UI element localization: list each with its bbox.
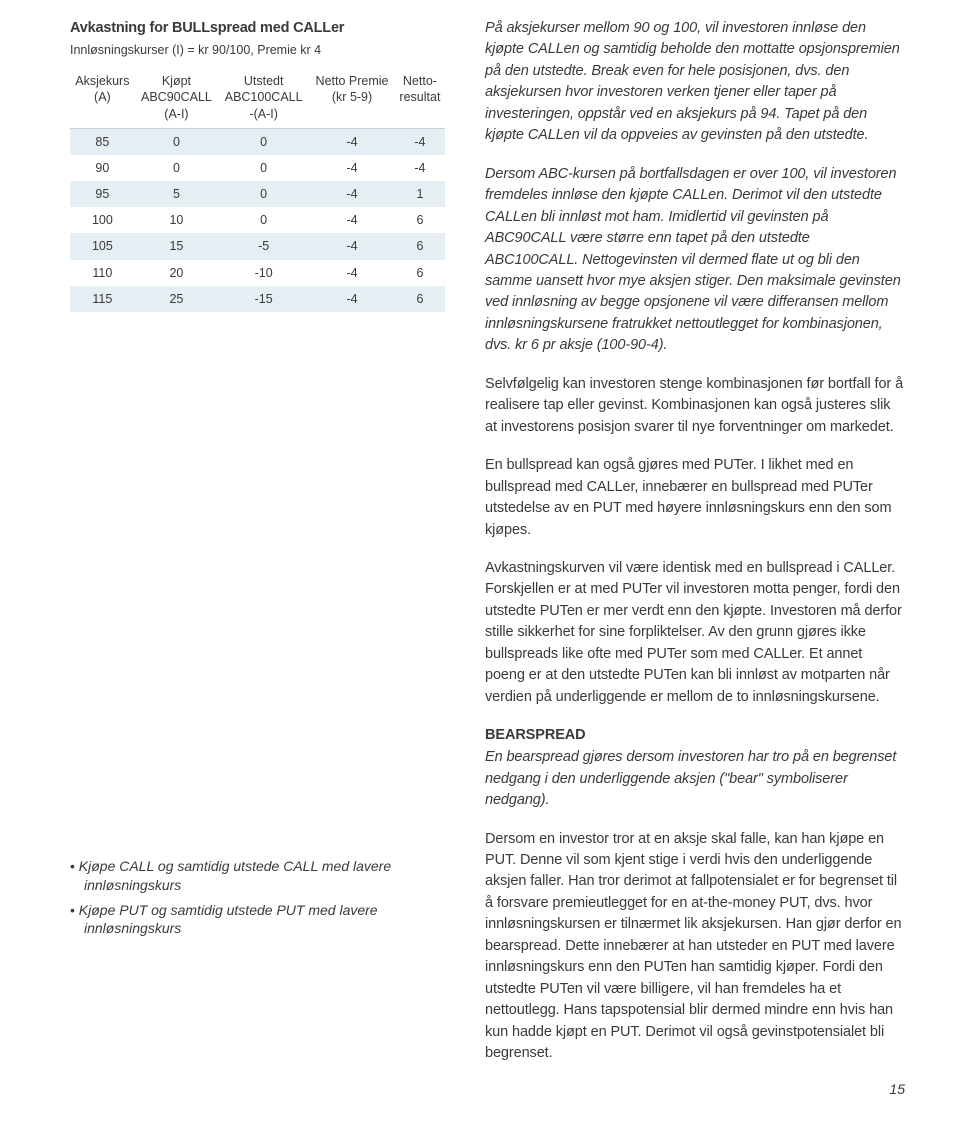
table-row: 9550-41: [70, 181, 445, 207]
table-cell: -4: [309, 155, 395, 181]
bullspread-table: Aksjekurs(A)KjøptABC90CALL(A-I)UtstedtAB…: [70, 69, 445, 312]
list-item: Kjøpe PUT og samtidig utstede PUT med la…: [70, 901, 445, 939]
table-cell: -4: [309, 128, 395, 155]
table-cell: 6: [395, 260, 445, 286]
table-cell: 85: [70, 128, 135, 155]
table-header: Netto Premie(kr 5-9): [309, 69, 395, 128]
table-cell: 0: [135, 155, 218, 181]
table-cell: 0: [218, 155, 309, 181]
list-item: Kjøpe CALL og samtidig utstede CALL med …: [70, 857, 445, 895]
table-cell: -15: [218, 286, 309, 312]
table-cell: -4: [309, 286, 395, 312]
table-row: 9000-4-4: [70, 155, 445, 181]
table-cell: 5: [135, 181, 218, 207]
table-cell: -4: [395, 128, 445, 155]
table-cell: 6: [395, 207, 445, 233]
table-header: UtstedtABC100CALL-(A-I): [218, 69, 309, 128]
table-cell: 20: [135, 260, 218, 286]
table-cell: -10: [218, 260, 309, 286]
table-cell: -5: [218, 233, 309, 259]
table-cell: 0: [218, 128, 309, 155]
table-row: 8500-4-4: [70, 128, 445, 155]
table-cell: -4: [309, 233, 395, 259]
section-heading: BEARSPREAD: [485, 725, 905, 746]
table-title: Avkastning for BULLspread med CALLer: [70, 18, 445, 39]
table-cell: 6: [395, 233, 445, 259]
body-paragraph: Selvfølgelig kan investoren stenge kombi…: [485, 374, 905, 438]
table-header: Netto-resultat: [395, 69, 445, 128]
table-cell: -4: [395, 155, 445, 181]
table-row: 100100-46: [70, 207, 445, 233]
table-cell: 15: [135, 233, 218, 259]
table-cell: 6: [395, 286, 445, 312]
table-header: KjøptABC90CALL(A-I): [135, 69, 218, 128]
table-cell: 115: [70, 286, 135, 312]
table-cell: 110: [70, 260, 135, 286]
body-paragraph: En bullspread kan også gjøres med PUTer.…: [485, 455, 905, 541]
table-cell: 100: [70, 207, 135, 233]
table-cell: -4: [309, 260, 395, 286]
table-cell: 90: [70, 155, 135, 181]
page-number: 15: [70, 1079, 905, 1099]
body-paragraph: En bearspread gjøres dersom investoren h…: [485, 747, 905, 811]
table-cell: 0: [135, 128, 218, 155]
table-row: 11020-10-46: [70, 260, 445, 286]
bullet-list: Kjøpe CALL og samtidig utstede CALL med …: [70, 857, 445, 939]
table-cell: 10: [135, 207, 218, 233]
table-cell: 0: [218, 207, 309, 233]
table-cell: 95: [70, 181, 135, 207]
table-subtitle: Innløsningskurser (I) = kr 90/100, Premi…: [70, 41, 445, 59]
table-cell: -4: [309, 207, 395, 233]
table-cell: 0: [218, 181, 309, 207]
body-paragraph: Avkastningskurven vil være identisk med …: [485, 558, 905, 708]
table-header: Aksjekurs(A): [70, 69, 135, 128]
table-cell: 25: [135, 286, 218, 312]
body-paragraph: På aksjekurser mellom 90 og 100, vil inv…: [485, 18, 905, 147]
table-cell: 1: [395, 181, 445, 207]
table-cell: 105: [70, 233, 135, 259]
table-row: 10515-5-46: [70, 233, 445, 259]
table-cell: -4: [309, 181, 395, 207]
body-paragraph: Dersom en investor tror at en aksje skal…: [485, 829, 905, 1065]
body-paragraph: Dersom ABC-kursen på bortfallsdagen er o…: [485, 164, 905, 357]
table-row: 11525-15-46: [70, 286, 445, 312]
